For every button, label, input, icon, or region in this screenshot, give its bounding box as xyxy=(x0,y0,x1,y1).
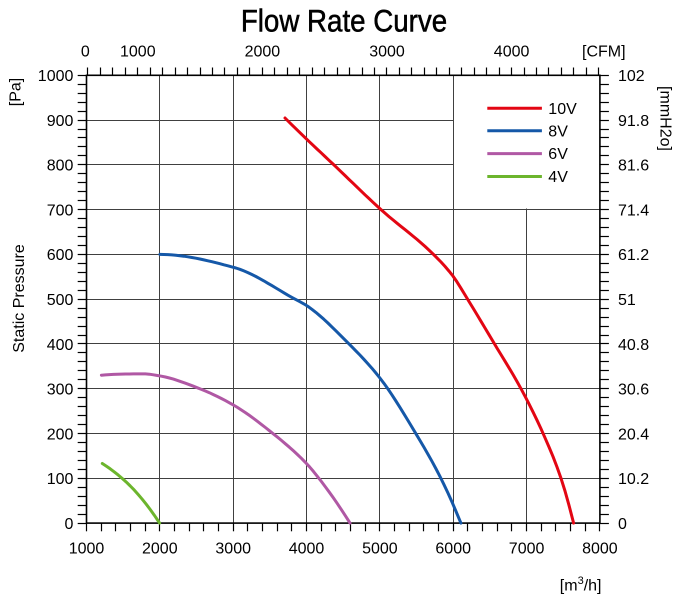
svg-text:3000: 3000 xyxy=(215,540,251,557)
svg-text:0: 0 xyxy=(81,43,90,60)
svg-text:0: 0 xyxy=(618,516,627,533)
svg-text:2000: 2000 xyxy=(142,540,178,557)
svg-text:700: 700 xyxy=(47,202,74,219)
svg-text:6000: 6000 xyxy=(435,540,471,557)
svg-text:1000: 1000 xyxy=(120,43,156,60)
svg-text:4000: 4000 xyxy=(289,540,325,557)
svg-text:8000: 8000 xyxy=(582,540,618,557)
svg-text:600: 600 xyxy=(47,247,74,264)
svg-text:61.2: 61.2 xyxy=(618,247,649,264)
svg-text:0: 0 xyxy=(64,516,73,533)
svg-text:500: 500 xyxy=(47,292,74,309)
svg-text:[CFM]: [CFM] xyxy=(582,43,626,60)
svg-text:71.4: 71.4 xyxy=(618,202,649,219)
svg-text:3000: 3000 xyxy=(369,43,405,60)
svg-text:7000: 7000 xyxy=(509,540,545,557)
svg-text:81.6: 81.6 xyxy=(618,158,649,175)
svg-text:30.6: 30.6 xyxy=(618,382,649,399)
svg-text:200: 200 xyxy=(47,426,74,443)
svg-text:1000: 1000 xyxy=(69,540,105,557)
svg-text:[mmH2o]: [mmH2o] xyxy=(657,86,674,151)
svg-text:10.2: 10.2 xyxy=(618,471,649,488)
svg-text:1000: 1000 xyxy=(38,68,74,85)
svg-text:400: 400 xyxy=(47,337,74,354)
svg-text:Static Pressure: Static Pressure xyxy=(11,244,28,353)
svg-text:[m3/h]: [m3/h] xyxy=(560,575,602,595)
svg-text:4000: 4000 xyxy=(494,43,530,60)
svg-text:300: 300 xyxy=(47,382,74,399)
svg-text:91.8: 91.8 xyxy=(618,113,649,130)
svg-text:20.4: 20.4 xyxy=(618,426,649,443)
svg-text:40.8: 40.8 xyxy=(618,337,649,354)
svg-text:5000: 5000 xyxy=(362,540,398,557)
svg-text:2000: 2000 xyxy=(245,43,281,60)
svg-text:10V: 10V xyxy=(548,101,577,118)
svg-text:100: 100 xyxy=(47,471,74,488)
svg-text:102: 102 xyxy=(618,68,645,85)
svg-text:900: 900 xyxy=(47,113,74,130)
svg-text:4V: 4V xyxy=(548,169,568,186)
svg-text:[Pa]: [Pa] xyxy=(8,78,25,106)
svg-text:6V: 6V xyxy=(548,146,568,163)
svg-text:Flow Rate Curve: Flow Rate Curve xyxy=(241,4,447,39)
svg-text:51: 51 xyxy=(618,292,636,309)
svg-text:800: 800 xyxy=(47,158,74,175)
svg-text:8V: 8V xyxy=(548,123,568,140)
